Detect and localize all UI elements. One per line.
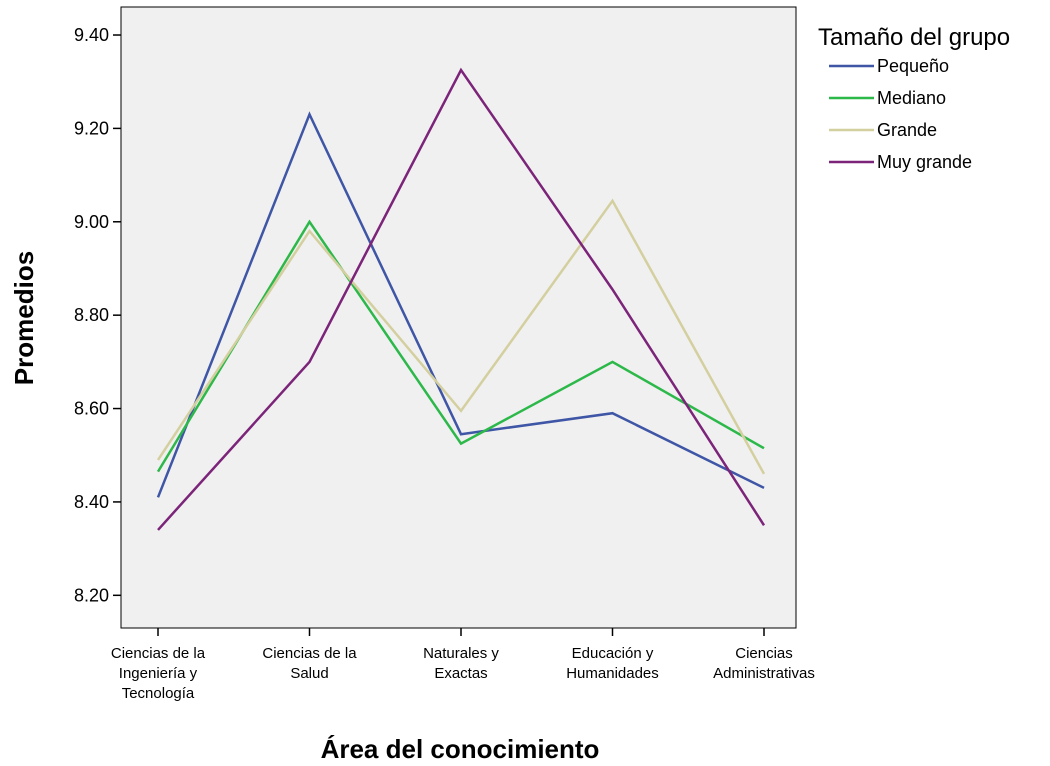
y-tick-label: 8.80 [74, 305, 109, 325]
y-tick-label: 8.20 [74, 585, 109, 605]
x-tick-label: Ciencias Administrativas [713, 645, 815, 682]
y-tick-label: 9.00 [74, 212, 109, 232]
series-line-grande [156, 198, 766, 475]
x-axis-title: Área del conocimiento [321, 734, 600, 764]
x-axis: Ciencias de la Ingeniería y Tecnología Cien… [111, 628, 815, 702]
y-tick-label: 8.60 [74, 399, 109, 419]
legend-label: Grande [877, 120, 937, 140]
x-tick-label: Ciencias de la Salud [262, 645, 357, 682]
series-lines [156, 67, 766, 531]
y-axis: 8.20 8.40 8.60 8.80 9.00 9.20 9.40 [74, 25, 121, 605]
x-tick-label: Ciencias de la Ingeniería y Tecnología [111, 645, 206, 702]
x-tick-label: Educación y Humanidades [566, 645, 659, 682]
y-axis-title: Promedios [9, 251, 39, 385]
legend-title: Tamaño del grupo [818, 24, 1010, 51]
y-tick-label: 9.40 [74, 25, 109, 45]
legend: Tamaño del grupo Pequeño Mediano Grande Muy… [818, 24, 1010, 172]
series-line-mediano [156, 219, 765, 473]
legend-label: Mediano [877, 88, 946, 108]
x-tick-label: Naturales y Exactas [423, 645, 499, 682]
y-tick-label: 8.40 [74, 492, 109, 512]
legend-label: Pequeño [877, 56, 949, 76]
series-line-pequeño [156, 111, 765, 498]
legend-label: Muy grande [877, 152, 972, 172]
series-line-muy-grande [157, 67, 766, 531]
y-tick-label: 9.20 [74, 118, 109, 138]
plot-area [120, 6, 797, 629]
